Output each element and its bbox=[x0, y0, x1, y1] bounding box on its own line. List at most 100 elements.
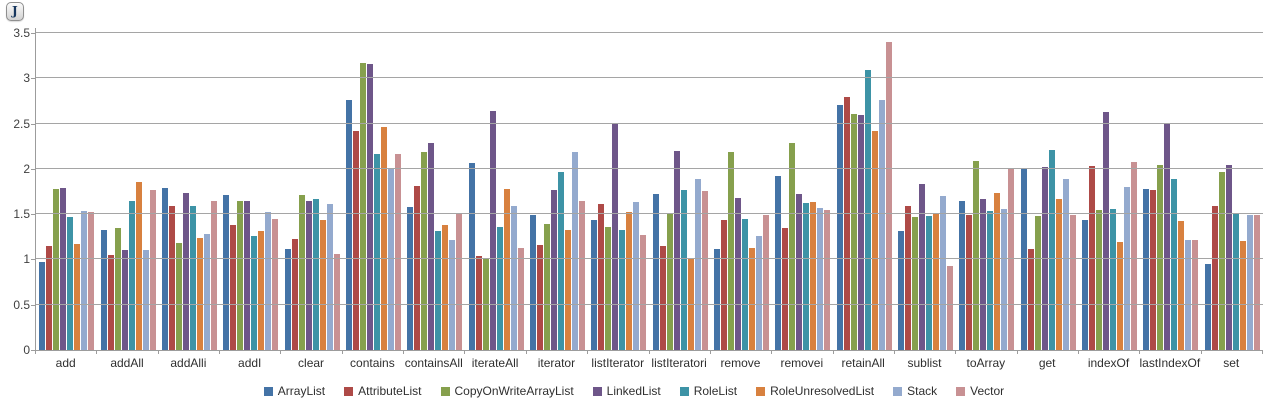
bar-LinkedList bbox=[244, 201, 251, 350]
legend-swatch-icon bbox=[756, 386, 766, 396]
bar-Vector bbox=[149, 190, 156, 350]
bar-group-add bbox=[36, 28, 97, 350]
x-tick bbox=[649, 350, 650, 354]
bar-CopyOnWriteArrayList bbox=[789, 143, 796, 350]
legend-item-RoleUnresolvedList: RoleUnresolvedList bbox=[756, 384, 874, 398]
x-tick-label: containsAll bbox=[404, 356, 463, 370]
bar-CopyOnWriteArrayList bbox=[973, 161, 980, 350]
bar-CopyOnWriteArrayList bbox=[1218, 172, 1225, 350]
legend-label: AttributeList bbox=[358, 384, 422, 398]
x-tick bbox=[96, 350, 97, 354]
bar-Stack bbox=[510, 206, 517, 350]
gridline bbox=[36, 213, 1263, 215]
bar-RoleList bbox=[312, 199, 319, 350]
bar-AttributeList bbox=[659, 246, 666, 350]
bar-Stack bbox=[1124, 187, 1131, 350]
bar-Vector bbox=[578, 201, 585, 350]
bar-Stack bbox=[939, 196, 946, 350]
bar-RoleUnresolvedList bbox=[871, 131, 878, 350]
y-tick-label: 3 bbox=[23, 71, 30, 86]
legend-swatch-icon bbox=[956, 386, 966, 396]
x-tick-label: remove bbox=[720, 356, 761, 370]
bar-groups bbox=[36, 28, 1263, 350]
bar-Stack bbox=[755, 236, 762, 350]
bar-AttributeList bbox=[1211, 206, 1218, 350]
bar-AttributeList bbox=[414, 186, 421, 350]
y-tick bbox=[31, 214, 35, 216]
bar-AttributeList bbox=[782, 228, 789, 350]
x-tick bbox=[1201, 350, 1202, 354]
bar-LinkedList bbox=[305, 201, 312, 350]
legend-item-Vector: Vector bbox=[956, 384, 1004, 398]
bar-RoleList bbox=[864, 70, 871, 350]
x-tick-label: clear bbox=[298, 356, 325, 370]
bar-Vector bbox=[333, 254, 340, 350]
bar-RoleUnresolvedList bbox=[1055, 199, 1062, 350]
bar-ArrayList bbox=[345, 100, 352, 350]
bar-LinkedList bbox=[1103, 112, 1110, 350]
y-tick-label: 2.5 bbox=[13, 116, 30, 131]
x-tick bbox=[710, 350, 711, 354]
x-tick-label: addI bbox=[238, 356, 262, 370]
bar-Vector bbox=[1253, 215, 1260, 350]
y-tick-label: 1.5 bbox=[13, 207, 30, 222]
bar-ArrayList bbox=[652, 194, 659, 350]
bar-group-remove bbox=[711, 28, 772, 350]
x-tick-label: iterateAll bbox=[471, 356, 519, 370]
legend-item-AttributeList: AttributeList bbox=[344, 384, 422, 398]
bar-RoleUnresolvedList bbox=[196, 238, 203, 350]
x-tick-label: indexOf bbox=[1087, 356, 1130, 370]
gridline bbox=[36, 167, 1263, 169]
bar-RoleList bbox=[1110, 209, 1117, 350]
x-tick bbox=[771, 350, 772, 354]
bar-ArrayList bbox=[407, 207, 414, 350]
bar-RoleList bbox=[925, 216, 932, 350]
bar-RoleUnresolvedList bbox=[503, 189, 510, 350]
bar-group-toArray bbox=[956, 28, 1017, 350]
bar-AttributeList bbox=[536, 245, 543, 350]
legend-label: RoleList bbox=[693, 384, 738, 398]
bar-ArrayList bbox=[836, 105, 843, 350]
legend-label: Vector bbox=[970, 384, 1005, 398]
x-tick bbox=[1262, 350, 1263, 354]
bar-ArrayList bbox=[223, 195, 230, 350]
legend-item-CopyOnWriteArrayList: CopyOnWriteArrayList bbox=[440, 384, 574, 398]
bar-Stack bbox=[142, 250, 149, 350]
bar-ArrayList bbox=[1082, 220, 1089, 350]
x-tick bbox=[894, 350, 895, 354]
bar-LinkedList bbox=[673, 151, 680, 350]
bar-Stack bbox=[203, 234, 210, 350]
x-tick bbox=[158, 350, 159, 354]
bar-group-clear bbox=[281, 28, 342, 350]
bar-RoleUnresolvedList bbox=[442, 225, 449, 350]
bar-AttributeList bbox=[107, 255, 114, 350]
x-tick-label: toArray bbox=[966, 356, 1006, 370]
j-badge[interactable]: J bbox=[6, 2, 24, 21]
bar-ArrayList bbox=[897, 231, 904, 350]
x-tick bbox=[1017, 350, 1018, 354]
bar-LinkedList bbox=[428, 143, 435, 350]
x-tick-label: retainAll bbox=[841, 356, 885, 370]
bar-group-sublist bbox=[895, 28, 956, 350]
legend-swatch-icon bbox=[344, 386, 354, 396]
x-tick bbox=[280, 350, 281, 354]
x-tick-label: sublist bbox=[907, 356, 942, 370]
bar-RoleList bbox=[741, 219, 748, 350]
bar-AttributeList bbox=[168, 206, 175, 350]
bar-LinkedList bbox=[980, 199, 987, 350]
bar-CopyOnWriteArrayList bbox=[666, 214, 673, 350]
x-tick bbox=[587, 350, 588, 354]
legend: ArrayList AttributeList CopyOnWriteArrayLi… bbox=[0, 384, 1268, 398]
bar-CopyOnWriteArrayList bbox=[1034, 216, 1041, 350]
legend-label: RoleUnresolvedList bbox=[770, 384, 875, 398]
bar-ArrayList bbox=[591, 220, 598, 350]
bar-Vector bbox=[762, 215, 769, 350]
bar-group-containsAll bbox=[404, 28, 465, 350]
bar-LinkedList bbox=[60, 188, 67, 350]
bar-group-contains bbox=[343, 28, 404, 350]
bar-CopyOnWriteArrayList bbox=[1096, 210, 1103, 350]
bar-CopyOnWriteArrayList bbox=[911, 217, 918, 350]
x-tick-label: get bbox=[1038, 356, 1056, 370]
x-tick-label: iterator bbox=[537, 356, 576, 370]
